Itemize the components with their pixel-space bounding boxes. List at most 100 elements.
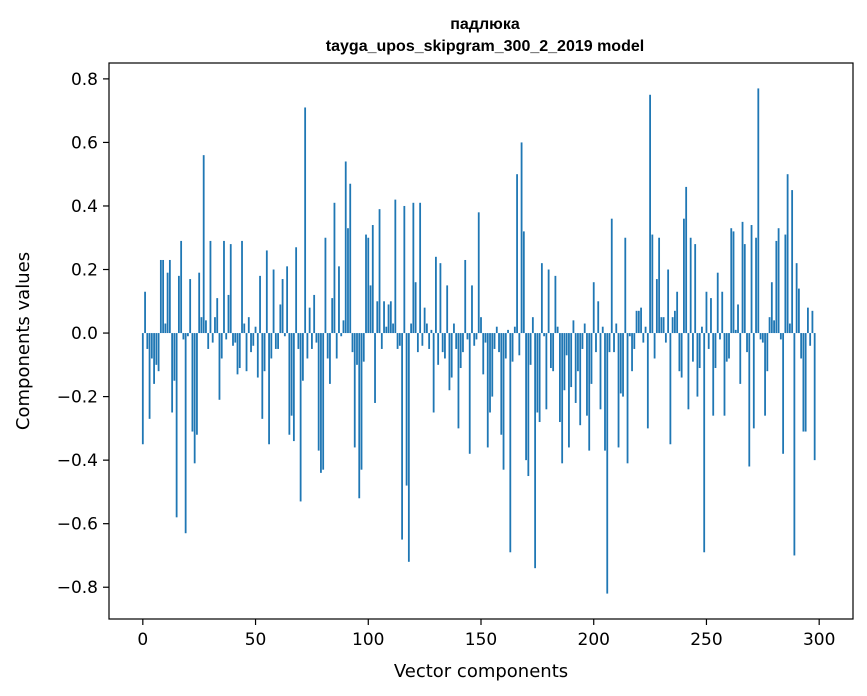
bar-152 [484,333,487,343]
bar-94 [353,333,356,448]
bar-22 [191,333,194,432]
bar-298 [813,333,816,461]
bar-264 [737,304,739,334]
bar-104 [376,301,379,334]
bar-56 [268,333,270,445]
bar-57 [270,333,273,359]
bar-200 [592,282,595,334]
bar-86 [335,333,338,359]
bar-134 [444,333,446,359]
bar-45 [243,323,246,334]
x-tick-label-3: 150 [465,630,497,650]
bar-206 [606,333,609,594]
bar-35 [220,333,223,359]
bar-221 [640,307,642,334]
bar-234 [669,333,672,445]
y-tick-label-0: −0.8 [57,578,98,598]
bar-39 [229,244,232,334]
x-axis-label: Vector components [394,661,568,682]
bar-75 [311,333,313,349]
bar-106 [380,333,383,349]
bar-229 [658,237,661,334]
bar-283 [779,333,782,340]
bar-247 [698,333,701,369]
bar-69 [297,333,300,349]
bar-83 [329,333,331,384]
bar-155 [491,333,494,397]
bar-141 [459,333,462,369]
bar-102 [371,225,374,334]
bar-149 [477,212,480,334]
bar-19 [184,333,187,534]
x-tick-label-5: 250 [690,630,722,650]
bar-131 [437,333,440,365]
bar-2 [146,333,149,349]
bar-226 [651,234,654,334]
bar-79 [320,333,322,473]
bar-292 [800,333,803,359]
bar-46 [245,333,248,372]
bar-127 [428,333,431,349]
bar-76 [313,294,316,334]
bar-210 [615,323,618,334]
bar-96 [358,333,361,499]
bars-group [141,88,816,594]
y-tick-label-7: 0.6 [71,133,98,153]
bar-90 [344,161,347,334]
bar-250 [705,291,708,334]
bar-295 [807,307,809,334]
bar-165 [513,326,516,334]
bar-133 [441,333,444,353]
bar-271 [752,333,755,429]
bar-47 [247,317,250,334]
bar-52 [259,275,261,334]
bar-249 [703,333,706,553]
bar-48 [250,333,252,353]
bar-101 [369,285,372,334]
bar-64 [286,266,289,334]
bar-18 [182,333,185,340]
bar-61 [279,304,282,334]
bar-244 [692,333,694,362]
bar-3 [148,333,151,419]
bar-73 [306,333,309,359]
bar-0 [141,333,144,445]
bar-146 [471,285,473,334]
bar-280 [773,320,775,334]
bar-137 [450,333,453,378]
bar-117 [405,333,408,486]
bar-251 [707,333,710,349]
bar-211 [617,333,620,448]
bar-51 [256,333,259,378]
bar-186 [561,333,564,464]
bar-82 [326,333,329,359]
bar-227 [653,333,656,359]
bar-115 [401,333,403,540]
bar-14 [173,333,176,381]
bar-204 [601,326,604,334]
bar-142 [462,333,464,353]
bar-224 [646,333,649,429]
bar-294 [804,333,807,432]
bar-55 [265,250,268,334]
bar-31 [211,333,214,343]
bar-238 [678,333,681,372]
bar-214 [624,237,627,334]
bar-252 [710,298,712,334]
bar-194 [579,333,582,426]
bar-218 [633,333,636,349]
bar-150 [480,317,482,334]
bar-160 [502,333,505,470]
bar-37 [225,333,228,340]
bar-59 [274,333,277,349]
bar-256 [719,333,721,340]
bar-197 [586,333,588,416]
bar-263 [734,329,737,334]
bar-135 [446,285,449,334]
bar-175 [536,333,539,413]
bar-63 [283,333,286,337]
bar-237 [676,291,679,334]
bar-170 [525,333,527,461]
bar-176 [538,333,541,423]
